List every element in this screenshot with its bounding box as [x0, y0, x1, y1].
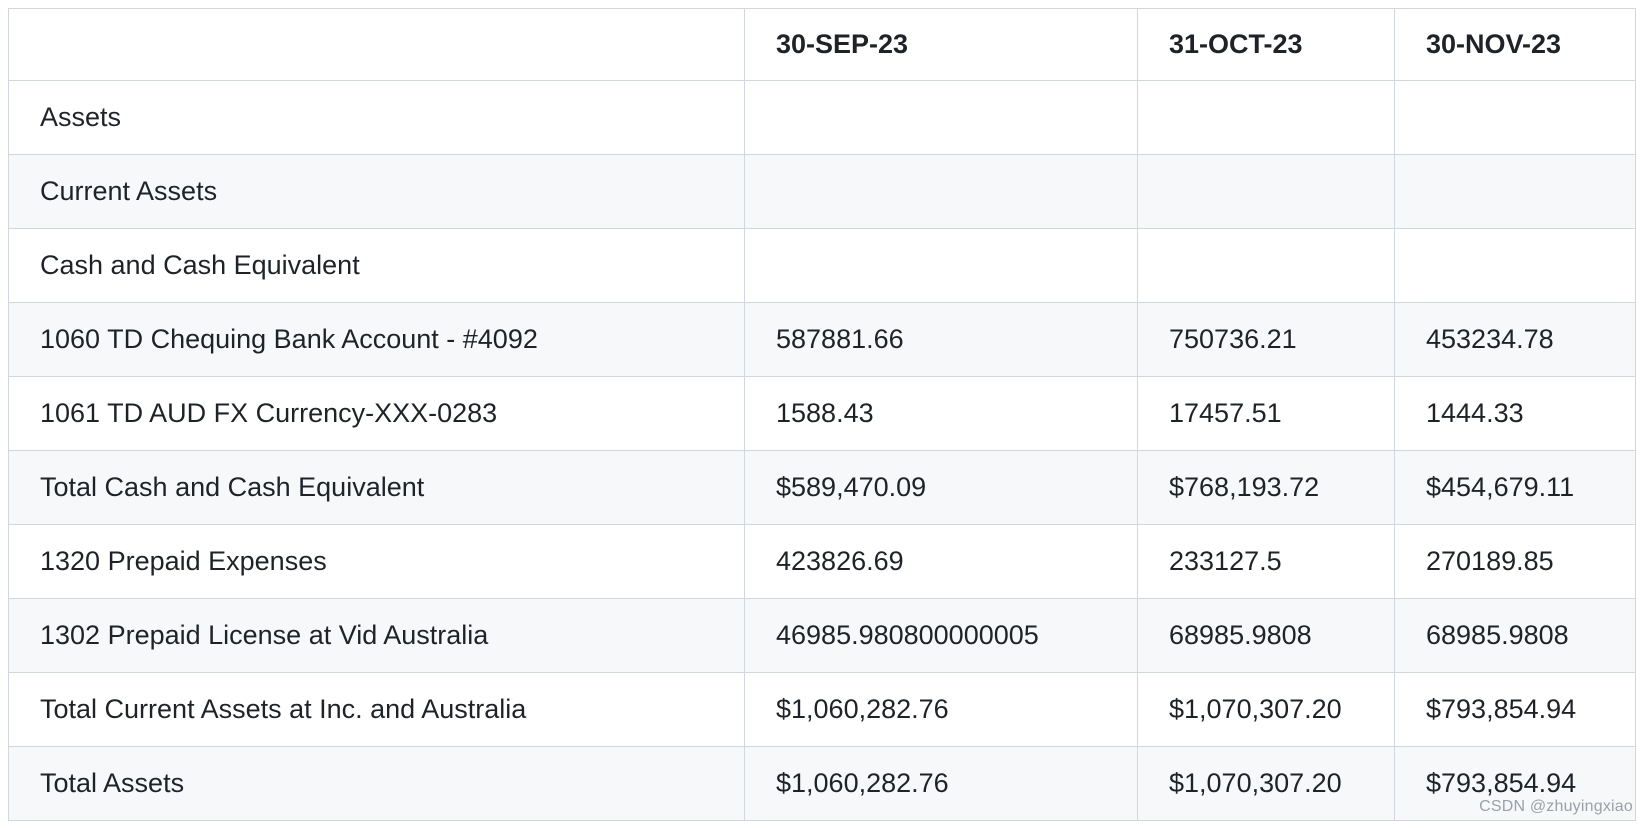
row-label: 1060 TD Chequing Bank Account - #4092 — [8, 302, 745, 377]
cell-value — [1137, 80, 1395, 155]
row-label: Assets — [8, 80, 745, 155]
cell-value — [744, 228, 1138, 303]
header-cell-oct-23: 31-OCT-23 — [1137, 8, 1395, 81]
row-label: Total Assets — [8, 746, 745, 821]
cell-value — [1394, 154, 1636, 229]
cell-value — [1394, 80, 1636, 155]
cell-value: $589,470.09 — [744, 450, 1138, 525]
row-label: Total Current Assets at Inc. and Austral… — [8, 672, 745, 747]
table-row-assets: Assets — [8, 80, 1636, 155]
header-cell-sep-23: 30-SEP-23 — [744, 8, 1138, 81]
balance-sheet-table: 30-SEP-23 31-OCT-23 30-NOV-23 Assets Cur… — [8, 8, 1636, 821]
cell-value: 233127.5 — [1137, 524, 1395, 599]
csdn-watermark: CSDN @zhuyingxiao — [1479, 798, 1633, 815]
table-row-cash-and-cash-equivalent: Cash and Cash Equivalent — [8, 228, 1636, 303]
cell-value: 1444.33 — [1394, 376, 1636, 451]
cell-value: 46985.980800000005 — [744, 598, 1138, 673]
cell-value: $1,060,282.76 — [744, 746, 1138, 821]
row-label: 1320 Prepaid Expenses — [8, 524, 745, 599]
row-label: 1061 TD AUD FX Currency-XXX-0283 — [8, 376, 745, 451]
cell-value — [744, 80, 1138, 155]
cell-value: 423826.69 — [744, 524, 1138, 599]
table-row-total-assets: Total Assets $1,060,282.76 $1,070,307.20… — [8, 746, 1636, 821]
table-row-1302-prepaid-license: 1302 Prepaid License at Vid Australia 46… — [8, 598, 1636, 673]
cell-value: $768,193.72 — [1137, 450, 1395, 525]
table-row-current-assets: Current Assets — [8, 154, 1636, 229]
cell-value: 453234.78 — [1394, 302, 1636, 377]
cell-value: $793,854.94 — [1394, 746, 1636, 821]
cell-value — [1137, 154, 1395, 229]
cell-value: 68985.9808 — [1137, 598, 1395, 673]
cell-value: $454,679.11 — [1394, 450, 1636, 525]
cell-value — [744, 154, 1138, 229]
table-row-1061-td-aud-fx: 1061 TD AUD FX Currency-XXX-0283 1588.43… — [8, 376, 1636, 451]
cell-value: 68985.9808 — [1394, 598, 1636, 673]
row-label: 1302 Prepaid License at Vid Australia — [8, 598, 745, 673]
table-row-total-cash-and-cash-equivalent: Total Cash and Cash Equivalent $589,470.… — [8, 450, 1636, 525]
cell-value: 1588.43 — [744, 376, 1138, 451]
cell-value: $793,854.94 — [1394, 672, 1636, 747]
table-row-total-current-assets: Total Current Assets at Inc. and Austral… — [8, 672, 1636, 747]
header-row: 30-SEP-23 31-OCT-23 30-NOV-23 — [8, 8, 1636, 81]
row-label: Cash and Cash Equivalent — [8, 228, 745, 303]
cell-value — [1394, 228, 1636, 303]
header-cell-nov-23: 30-NOV-23 — [1394, 8, 1636, 81]
cell-value: $1,070,307.20 — [1137, 746, 1395, 821]
cell-value: 270189.85 — [1394, 524, 1636, 599]
table-row-1320-prepaid-expenses: 1320 Prepaid Expenses 423826.69 233127.5… — [8, 524, 1636, 599]
row-label: Total Cash and Cash Equivalent — [8, 450, 745, 525]
cell-value: $1,060,282.76 — [744, 672, 1138, 747]
header-cell-empty — [8, 8, 745, 81]
cell-value: 587881.66 — [744, 302, 1138, 377]
cell-value: 750736.21 — [1137, 302, 1395, 377]
cell-value: $1,070,307.20 — [1137, 672, 1395, 747]
cell-value: 17457.51 — [1137, 376, 1395, 451]
cell-value — [1137, 228, 1395, 303]
row-label: Current Assets — [8, 154, 745, 229]
table-row-1060-td-chequing: 1060 TD Chequing Bank Account - #4092 58… — [8, 302, 1636, 377]
